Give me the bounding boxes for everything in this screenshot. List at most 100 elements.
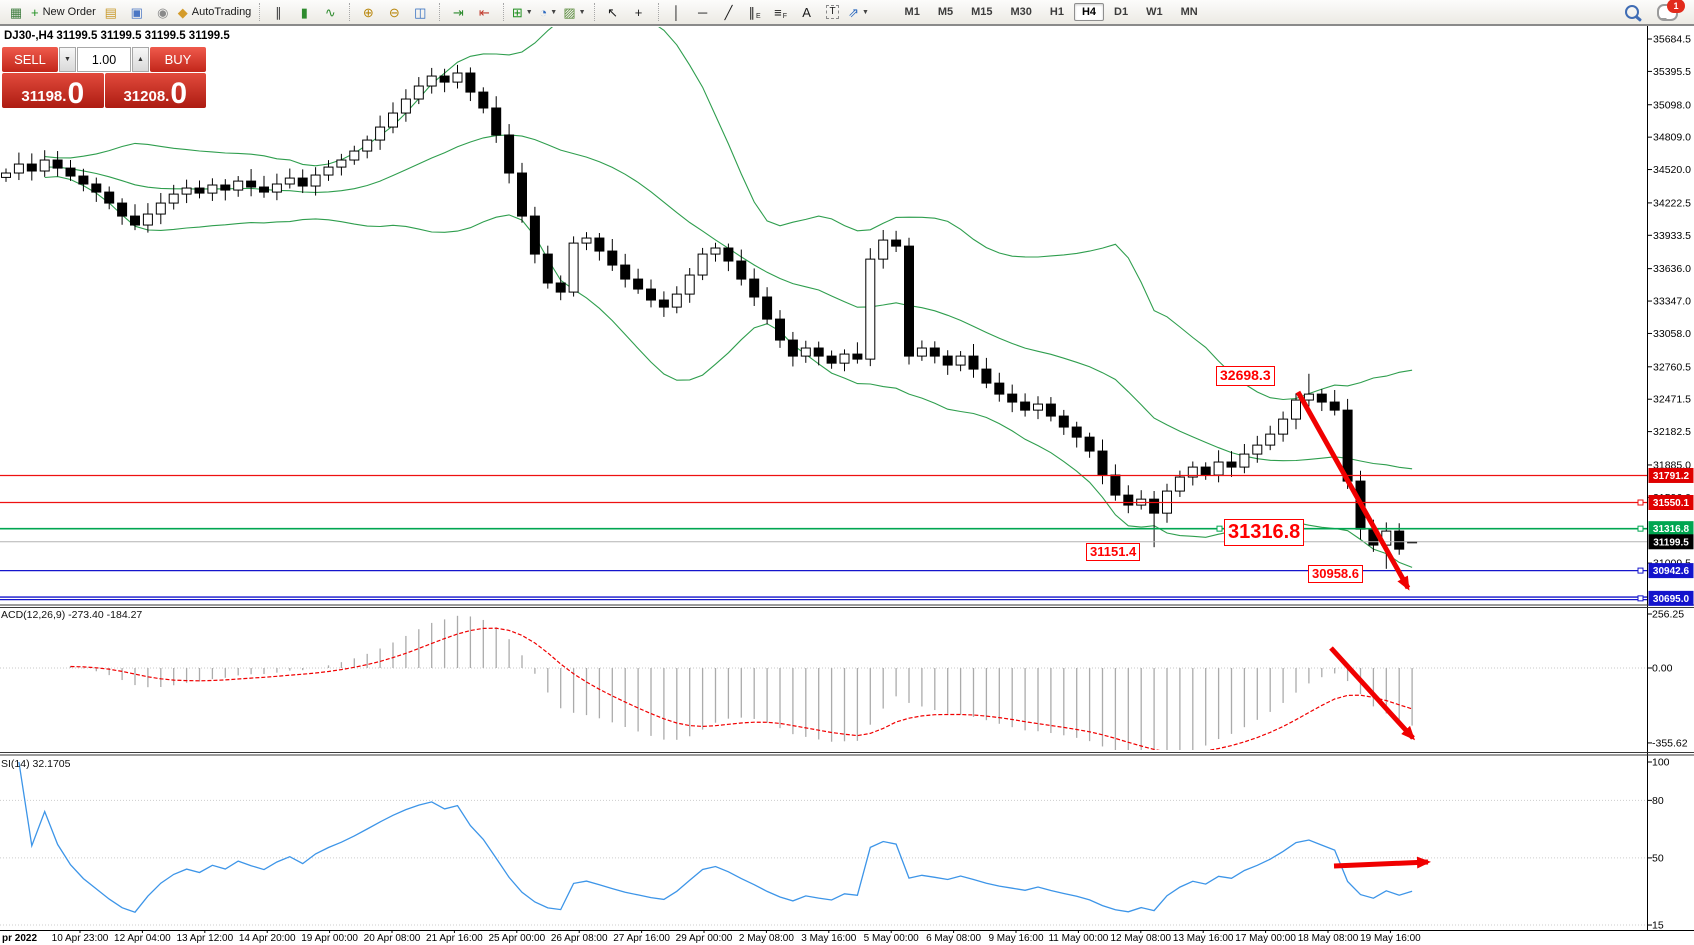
svg-text:32471.5: 32471.5 (1653, 394, 1691, 406)
svg-text:31199.5: 31199.5 (1653, 537, 1689, 548)
line-chart-type-button[interactable]: ∿ (318, 1, 342, 23)
toolbar-separator (657, 3, 660, 21)
svg-text:2 May 08:00: 2 May 08:00 (739, 933, 794, 944)
periods-dropdown-icon[interactable]: ▼ (550, 8, 558, 16)
zoom-out-button[interactable]: ⊖ (382, 1, 406, 23)
price-axis[interactable]: 35684.5 35395.5 35098.0 34809.0 34520.0 34222… (1647, 34, 1691, 570)
timeframe-m5[interactable]: M5 (937, 6, 954, 18)
zoom-in-button[interactable]: ⊕ (356, 1, 380, 23)
sell-price[interactable]: 31198. 0 (2, 73, 104, 108)
indicator-axes: 256.25 0.00 -355.62 100 80 50 15 (0, 609, 1688, 932)
svg-text:11 May 00:00: 11 May 00:00 (1048, 933, 1108, 944)
buy-price[interactable]: 31208. 0 (104, 73, 206, 110)
autotrading-button[interactable]: ◆ AutoTrading (177, 1, 253, 23)
svg-text:15: 15 (1652, 920, 1664, 932)
svg-text:25 Apr 00:00: 25 Apr 00:00 (488, 933, 545, 944)
new-order-button[interactable]: + New Order (30, 1, 97, 23)
trendline-icon: ╱ (724, 4, 733, 20)
rsi-indicator-label: SI(14) 32.1705 (1, 758, 71, 770)
indicators-list-dropdown-icon[interactable]: ▼ (525, 8, 533, 16)
sell-price-main: 31198. (21, 88, 67, 106)
arrows-tool-button[interactable]: ⇗ ▼ (847, 1, 871, 23)
macd-indicator-label: ACD(12,26,9) -273.40 -184.27 (1, 609, 143, 621)
volume-decrease-button[interactable]: ▼ (59, 47, 76, 72)
search-icon[interactable] (1625, 5, 1639, 19)
signals-button[interactable]: ◉ (151, 1, 175, 23)
svg-text:0.00: 0.00 (1652, 663, 1673, 675)
arrows-tool-dropdown-icon[interactable]: ▼ (862, 8, 869, 16)
toolbar-right-group: 1 (1625, 0, 1685, 21)
cursor-icon: ↖ (607, 4, 618, 20)
equidistant-channel-button[interactable]: ∥ E (743, 1, 767, 23)
toolbar-separator (593, 3, 596, 21)
svg-text:-355.62: -355.62 (1652, 737, 1688, 749)
tile-windows-button[interactable]: ◫ (408, 1, 432, 23)
fibonacci-retracement-button[interactable]: ≡ F (769, 1, 793, 23)
zoom-out-icon: ⊖ (388, 4, 400, 20)
sell-button[interactable]: SELL (2, 47, 58, 72)
buy-price-big: 0 (170, 76, 188, 110)
volume-input[interactable] (77, 47, 131, 72)
signals-icon: ◉ (157, 4, 169, 20)
timeframe-m30[interactable]: M30 (1010, 6, 1032, 18)
buy-button[interactable]: BUY (150, 47, 206, 72)
timeframe-h4[interactable]: H4 (1073, 3, 1105, 21)
trendline-button[interactable]: ╱ (717, 1, 741, 23)
auto-scroll-button[interactable]: ⇥ (446, 1, 470, 23)
svg-text:31316.8: 31316.8 (1653, 524, 1690, 535)
svg-text:19 Apr 00:00: 19 Apr 00:00 (301, 933, 358, 944)
templates-dropdown-icon[interactable]: ▼ (578, 8, 586, 16)
sell-price-big: 0 (67, 76, 85, 110)
svg-text:35395.5: 35395.5 (1653, 66, 1691, 78)
toolbar-separator (349, 3, 351, 21)
macd-pane[interactable] (69, 615, 1413, 764)
timeframe-d1[interactable]: D1 (1114, 6, 1129, 18)
timeframe-group: M1 M5 M15 M30 H1 H4 D1 W1 MN (896, 3, 1207, 21)
svg-text:33058.0: 33058.0 (1653, 328, 1691, 340)
templates-button[interactable]: ▨ ▼ (562, 1, 586, 23)
cursor-button[interactable]: ↖ (601, 1, 625, 23)
annotation-key-level[interactable]: 31316.8 (1224, 519, 1305, 546)
rsi-pane[interactable] (18, 761, 1413, 913)
autotrading-label: AutoTrading (191, 6, 252, 18)
trend-arrows[interactable] (1295, 390, 1431, 869)
annotation-low-2[interactable]: 30958.6 (1308, 565, 1363, 584)
notifications-icon[interactable]: 1 (1657, 0, 1685, 21)
volume-increase-button[interactable]: ▲ (132, 47, 149, 72)
svg-text:29 Apr 00:00: 29 Apr 00:00 (676, 933, 733, 944)
candlestick-chart-type-button[interactable]: ▮ (292, 1, 316, 23)
timeframe-w1[interactable]: W1 (1146, 6, 1163, 18)
svg-text:30695.0: 30695.0 (1653, 594, 1690, 605)
annotation-low-1[interactable]: 31151.4 (1086, 543, 1141, 562)
market-watch-button[interactable]: ▦ (4, 1, 28, 23)
periods-button[interactable]: ◔ ▼ (536, 1, 560, 23)
svg-text:35684.5: 35684.5 (1653, 34, 1691, 46)
vertical-line-button[interactable]: │ (665, 1, 689, 23)
svg-text:17 May 00:00: 17 May 00:00 (1235, 933, 1296, 944)
line-chart-type-icon: ∿ (324, 4, 336, 20)
horizontal-line-button[interactable]: ─ (691, 1, 715, 23)
history-center-button[interactable]: ▤ (99, 1, 123, 23)
svg-text:31791.2: 31791.2 (1653, 471, 1690, 482)
timeframe-m1[interactable]: M1 (904, 6, 920, 18)
publish-chart-icon: ▣ (130, 4, 143, 20)
candlestick-chart-type-icon: ▮ (300, 4, 308, 20)
timeframe-h1[interactable]: H1 (1049, 6, 1064, 18)
text-button[interactable]: A (795, 1, 819, 23)
svg-text:30942.6: 30942.6 (1653, 566, 1690, 577)
tile-windows-icon: ◫ (414, 4, 427, 20)
text-label-button[interactable]: T (821, 1, 845, 23)
svg-text:27 Apr 16:00: 27 Apr 16:00 (613, 933, 670, 944)
main-pane[interactable] (0, 14, 1647, 602)
time-axis[interactable]: pr 2022 10 Apr 23:00 12 Apr 04:00 13 Apr 12… (2, 930, 1421, 944)
timeframe-mn[interactable]: MN (1180, 6, 1198, 18)
bar-chart-type-button[interactable]: ∥ (266, 1, 290, 23)
chart-shift-button[interactable]: ⇤ (472, 1, 496, 23)
timeframe-m15[interactable]: M15 (971, 6, 993, 18)
crosshair-button[interactable]: + (627, 1, 651, 23)
annotation-swing-high[interactable]: 32698.3 (1216, 366, 1275, 386)
zoom-in-icon: ⊕ (362, 4, 374, 20)
publish-chart-button[interactable]: ▣ (125, 1, 149, 23)
indicators-list-button[interactable]: ⊞ ▼ (510, 1, 534, 23)
